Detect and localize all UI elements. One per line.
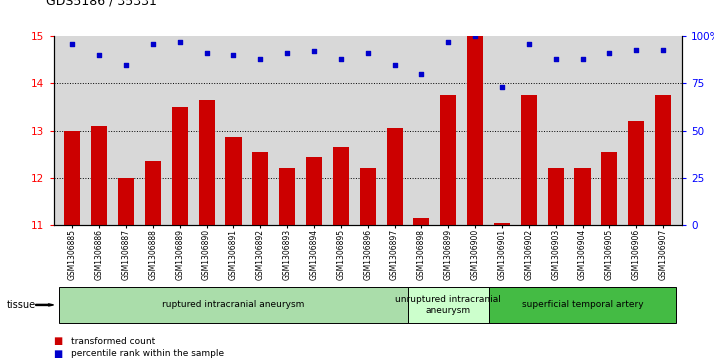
Bar — [386, 128, 403, 225]
Point — [121, 62, 132, 68]
Bar — [226, 137, 241, 225]
Bar — [333, 147, 349, 225]
Bar — [252, 152, 268, 225]
Bar — [198, 100, 215, 225]
Bar — [64, 131, 81, 225]
Text: ruptured intracranial aneurysm: ruptured intracranial aneurysm — [162, 301, 305, 309]
Bar — [601, 152, 618, 225]
Bar — [521, 95, 537, 225]
Point — [66, 41, 78, 47]
Bar — [279, 168, 295, 225]
Text: ■: ■ — [54, 336, 63, 346]
Bar — [575, 168, 590, 225]
Point — [658, 46, 669, 52]
Point — [416, 71, 427, 77]
Text: transformed count: transformed count — [71, 337, 156, 346]
Point — [362, 50, 373, 56]
Bar — [118, 178, 134, 225]
Point — [147, 41, 159, 47]
Text: tissue: tissue — [7, 300, 36, 310]
Point — [603, 50, 615, 56]
Bar — [494, 223, 510, 225]
Point — [255, 56, 266, 62]
Bar — [413, 218, 429, 225]
Point — [281, 50, 293, 56]
Point — [335, 56, 346, 62]
Bar — [91, 126, 107, 225]
Text: GDS5186 / 35331: GDS5186 / 35331 — [46, 0, 157, 7]
Text: unruptured intracranial
aneurysm: unruptured intracranial aneurysm — [396, 295, 501, 315]
Point — [496, 84, 508, 90]
Text: superficial temporal artery: superficial temporal artery — [522, 301, 643, 309]
Point — [308, 49, 320, 54]
Text: percentile rank within the sample: percentile rank within the sample — [71, 350, 224, 358]
Bar — [467, 36, 483, 225]
Point — [201, 50, 212, 56]
Text: ■: ■ — [54, 349, 63, 359]
Bar — [548, 168, 564, 225]
Bar — [360, 168, 376, 225]
Point — [443, 39, 454, 45]
Point — [577, 56, 588, 62]
Point — [550, 56, 561, 62]
Bar — [628, 121, 644, 225]
Point — [523, 41, 535, 47]
Bar — [306, 157, 322, 225]
Bar — [145, 161, 161, 225]
Point — [389, 62, 401, 68]
Point — [630, 46, 642, 52]
Point — [174, 39, 186, 45]
Bar — [171, 107, 188, 225]
Point — [469, 33, 481, 39]
Point — [228, 52, 239, 58]
Bar — [655, 95, 671, 225]
Bar — [441, 95, 456, 225]
Point — [94, 52, 105, 58]
